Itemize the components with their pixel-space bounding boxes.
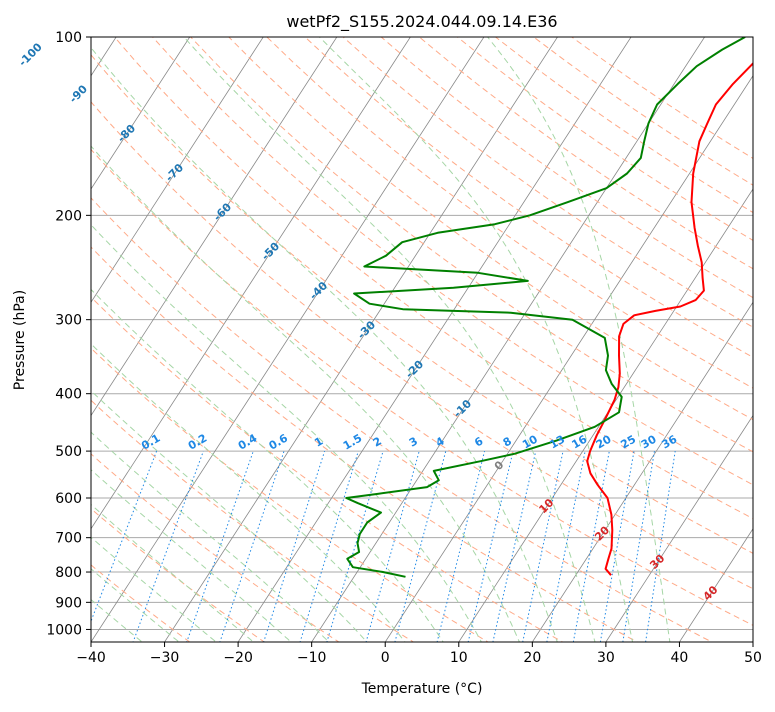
x-tick-label: 40 [671,650,689,666]
x-tick-label: 10 [450,650,468,666]
y-tick-label: 900 [55,595,82,611]
y-tick-label: 700 [55,531,82,547]
y-axis-label: Pressure (hPa) [12,290,28,390]
x-tick-label: −20 [223,650,253,666]
y-tick-label: 1000 [46,622,82,638]
y-tick-label: 600 [55,491,82,507]
x-tick-label: 20 [523,650,541,666]
y-tick-label: 100 [55,30,82,46]
x-tick-label: 0 [381,650,390,666]
y-tick-label: 300 [55,313,82,329]
y-tick-label: 500 [55,444,82,460]
chart-title: wetPf2_S155.2024.044.09.14.E36 [286,12,557,32]
x-tick-label: 30 [597,650,615,666]
x-tick-label: −40 [76,650,106,666]
x-tick-label: −30 [150,650,180,666]
x-tick-label: −10 [297,650,327,666]
x-tick-label: 50 [744,650,762,666]
x-axis-label: Temperature (°C) [361,681,483,697]
y-tick-label: 400 [55,387,82,403]
y-tick-label: 200 [55,208,82,224]
y-tick-label: 800 [55,565,82,581]
